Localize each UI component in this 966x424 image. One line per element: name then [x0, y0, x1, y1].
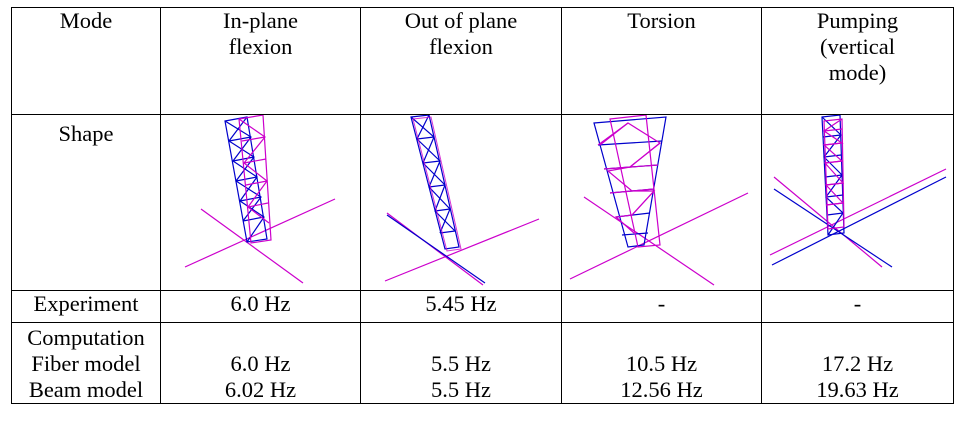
shape-label-cell: Shape — [11, 114, 161, 291]
torsion-shape-image — [569, 115, 748, 286]
in-plane-flexion-shape-image — [184, 115, 335, 284]
computation-label: Computation — [27, 325, 145, 350]
out-of-plane-flexion-header: Out of plane flexion — [404, 8, 518, 59]
fiber-torsion-value: 10.5 Hz — [625, 351, 698, 376]
computation-torsion-cell: 10.5 Hz 12.56 Hz — [561, 322, 762, 404]
out-of-plane-flexion-header-cell: Out of plane flexion — [360, 7, 562, 115]
experiment-label: Experiment — [11, 290, 161, 323]
in-plane-flexion-shape-cell — [160, 114, 361, 291]
beam-pumping-value: 19.63 Hz — [816, 377, 899, 402]
experiment-pumping-value: - — [761, 290, 954, 323]
fiber-model-label: Fiber model — [31, 351, 141, 376]
beam-in-plane-value: 6.02 Hz — [224, 377, 297, 402]
computation-out-of-plane-cell: 5.5 Hz 5.5 Hz — [360, 322, 562, 404]
shape-row: Shape — [11, 114, 954, 291]
fiber-out-of-plane-value: 5.5 Hz — [431, 351, 491, 376]
out-of-plane-flexion-shape-image — [384, 115, 539, 286]
pumping-shape-cell — [761, 114, 954, 291]
experiment-in-plane-value: 6.0 Hz — [160, 290, 361, 323]
torsion-header-cell: Torsion — [561, 7, 762, 115]
experiment-torsion-value: - — [561, 290, 762, 323]
torsion-shape-cell — [561, 114, 762, 291]
mode-header-cell: Mode — [11, 7, 161, 115]
in-plane-flexion-header-cell: In-plane flexion — [160, 7, 361, 115]
computation-in-plane-cell: 6.0 Hz 6.02 Hz — [160, 322, 361, 404]
torsion-header: Torsion — [627, 8, 696, 33]
computation-pumping-cell: 17.2 Hz 19.63 Hz — [761, 322, 954, 404]
experiment-row: Experiment 6.0 Hz 5.45 Hz - - — [11, 290, 954, 323]
beam-model-label: Beam model — [28, 377, 144, 402]
experiment-out-of-plane-value: 5.45 Hz — [360, 290, 562, 323]
fiber-in-plane-value: 6.0 Hz — [230, 351, 291, 376]
beam-torsion-value: 12.56 Hz — [620, 377, 703, 402]
pumping-header: Pumping (vertical mode) — [816, 8, 899, 85]
in-plane-flexion-header: In-plane flexion — [223, 8, 298, 59]
modal-frequency-table: Mode In-plane flexion Out of plane flexi… — [11, 7, 954, 404]
computation-label-cell: Computation Fiber model Beam model — [11, 322, 161, 404]
header-row: Mode In-plane flexion Out of plane flexi… — [11, 7, 954, 115]
pumping-header-cell: Pumping (vertical mode) — [761, 7, 954, 115]
beam-out-of-plane-value: 5.5 Hz — [431, 377, 491, 402]
pumping-shape-image — [769, 115, 946, 268]
fiber-pumping-value: 17.2 Hz — [821, 351, 894, 376]
shape-label: Shape — [58, 121, 114, 146]
mode-header: Mode — [59, 8, 113, 33]
computation-row: Computation Fiber model Beam model 6.0 H… — [11, 322, 954, 404]
out-of-plane-flexion-shape-cell — [360, 114, 562, 291]
